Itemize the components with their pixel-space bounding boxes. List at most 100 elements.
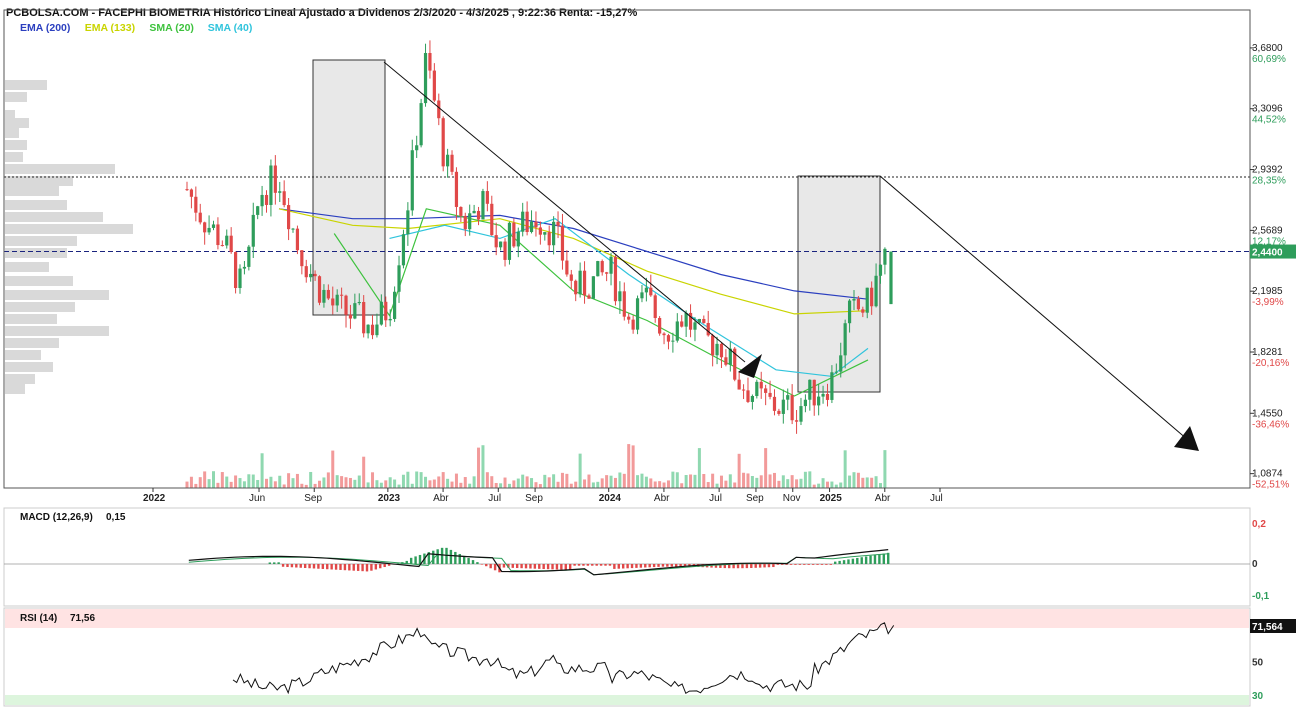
candle-body	[737, 379, 741, 390]
candle-body	[331, 298, 335, 306]
volume-bar	[313, 483, 317, 488]
volume-bar	[428, 480, 432, 488]
candle-body	[671, 340, 675, 342]
candle-body	[269, 165, 273, 205]
volume-bar	[702, 473, 706, 488]
macd-histogram-bar	[803, 564, 806, 565]
candle-body	[256, 206, 260, 215]
volume-bar	[401, 474, 405, 488]
volume-bar	[437, 476, 441, 488]
volume-bar	[543, 474, 547, 488]
macd-histogram-bar	[820, 564, 824, 565]
volume-bar	[388, 477, 392, 488]
candle-body	[194, 196, 198, 213]
rsi-label: RSI (14)	[20, 613, 57, 624]
volume-bar	[671, 471, 675, 488]
volume-bar	[525, 476, 529, 488]
candle-body	[799, 406, 803, 422]
macd-histogram-bar	[807, 564, 810, 565]
candle-body	[432, 70, 436, 101]
macd-histogram-bar	[873, 555, 877, 564]
volume-bar	[662, 482, 666, 488]
candle-body	[697, 318, 701, 323]
macd-histogram-bar	[462, 556, 466, 564]
price-tick-pct: -52,51%	[1252, 480, 1289, 491]
candle-body	[233, 252, 238, 289]
macd-histogram-bar	[560, 564, 563, 570]
macd-panel: MACD (12,26,9) 0,15 0,2 0 -0,1	[4, 512, 1270, 602]
macd-histogram-bar	[851, 558, 855, 564]
volume-bar	[424, 476, 428, 488]
candle-body	[304, 266, 308, 278]
candle-body	[264, 194, 269, 205]
price-tick-pct: 28,35%	[1252, 176, 1286, 187]
time-tick-label: 2022	[143, 493, 166, 504]
candle-body	[499, 241, 503, 248]
macd-histogram-bar	[414, 556, 417, 564]
macd-histogram-bar	[644, 564, 647, 568]
candle-body	[309, 273, 313, 278]
chart-title: PCBOLSA.COM - FACEPHI BIOMETRIA Históric…	[6, 7, 637, 19]
volume-bar	[772, 472, 776, 488]
volume-bar	[410, 483, 414, 488]
macd-histogram-bar	[741, 564, 744, 569]
macd-histogram-bar	[816, 564, 819, 565]
candle-body	[450, 154, 454, 172]
volume-bar	[834, 484, 838, 488]
candle-body	[507, 222, 512, 260]
macd-histogram-bar	[825, 564, 828, 565]
candle-body	[476, 210, 481, 220]
macd-histogram-bar	[485, 564, 488, 567]
volume-bar	[565, 473, 569, 488]
macd-histogram-bar	[652, 564, 656, 568]
candle-body	[481, 191, 485, 220]
volume-bar	[309, 471, 313, 488]
macd-histogram-bar	[454, 551, 457, 564]
macd-histogram-bar	[599, 564, 603, 566]
rsi-line	[232, 622, 895, 695]
volume-bar	[658, 481, 662, 488]
macd-histogram-bar	[299, 564, 302, 568]
macd-histogram-bar	[630, 564, 634, 569]
volume-bar	[185, 481, 189, 488]
macd-histogram-bar	[277, 562, 280, 564]
volume-bar	[746, 473, 750, 488]
volume-bar	[742, 472, 746, 488]
macd-histogram-bar	[396, 563, 400, 564]
macd-histogram-bar	[856, 557, 859, 564]
rsi-current-label: 71,564	[1252, 622, 1283, 633]
price-tick-label: 1,8281	[1252, 347, 1283, 358]
candle-body	[803, 399, 807, 407]
volume-bar	[238, 478, 242, 488]
candle-body	[728, 348, 732, 365]
volume-bar	[225, 476, 229, 488]
volume-bar	[516, 478, 520, 488]
volume-bar	[472, 476, 476, 488]
volume-bar	[666, 480, 670, 488]
price-tick-label: 3,3096	[1252, 104, 1283, 115]
volume-bar	[547, 477, 551, 488]
rsi-axis-label: 50	[1252, 658, 1264, 669]
candle-body	[446, 154, 450, 167]
volume-bar	[583, 479, 587, 488]
time-tick-label: Abr	[654, 493, 670, 504]
macd-histogram-bar	[847, 559, 850, 564]
time-tick-label: Jun	[249, 493, 265, 504]
volume-bar	[485, 472, 489, 488]
time-tick-label: Abr	[433, 493, 449, 504]
macd-histogram-bar	[361, 564, 364, 572]
macd-label: MACD (12,26,9)	[20, 512, 93, 523]
candle-body	[552, 221, 556, 246]
candle-body	[428, 52, 432, 71]
volume-bar	[503, 477, 507, 488]
candle-body	[781, 399, 785, 414]
candle-body	[825, 393, 830, 400]
macd-histogram-bar	[480, 564, 484, 565]
candle-body	[362, 301, 366, 334]
candle-body	[468, 213, 472, 230]
time-tick-label: 2025	[820, 493, 843, 504]
candle-body	[317, 276, 322, 303]
macd-histogram-bar	[273, 562, 276, 564]
macd-histogram-bar	[838, 560, 841, 564]
